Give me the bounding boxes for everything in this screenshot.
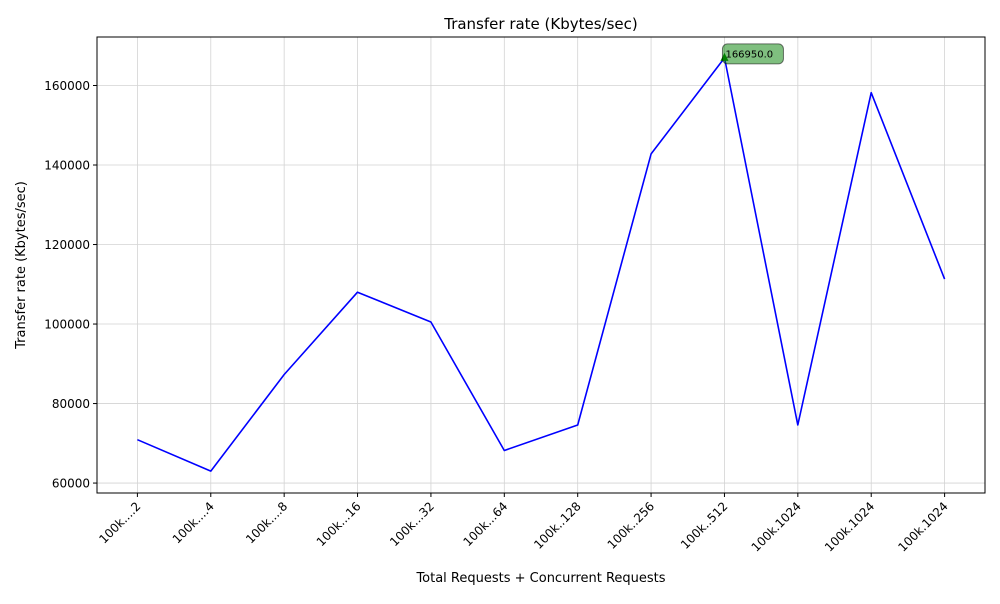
y-tick-label: 140000	[44, 159, 90, 173]
series-layer	[137, 57, 946, 472]
x-axis-label: Total Requests + Concurrent Requests	[415, 571, 665, 586]
max-annotation-box	[721, 43, 784, 65]
annotation-layer: 166950.0	[720, 43, 784, 65]
y-tick-label: 60000	[52, 477, 90, 491]
series-line	[137, 57, 946, 472]
plot-frame	[96, 36, 986, 494]
chart-title: Transfer rate (Kbytes/sec)	[443, 15, 638, 33]
y-tick-label: 160000	[44, 79, 90, 93]
max-annotation-label: 166950.0	[725, 49, 773, 60]
y-axis-ticks: 60000 80000 100000 120000 140000 160000	[44, 79, 97, 491]
y-tick-label: 100000	[44, 318, 90, 332]
grid	[97, 37, 985, 493]
y-tick-label: 80000	[52, 397, 90, 411]
y-axis-label: Transfer rate (Kbytes/sec)	[14, 181, 29, 350]
y-tick-label: 120000	[44, 238, 90, 252]
